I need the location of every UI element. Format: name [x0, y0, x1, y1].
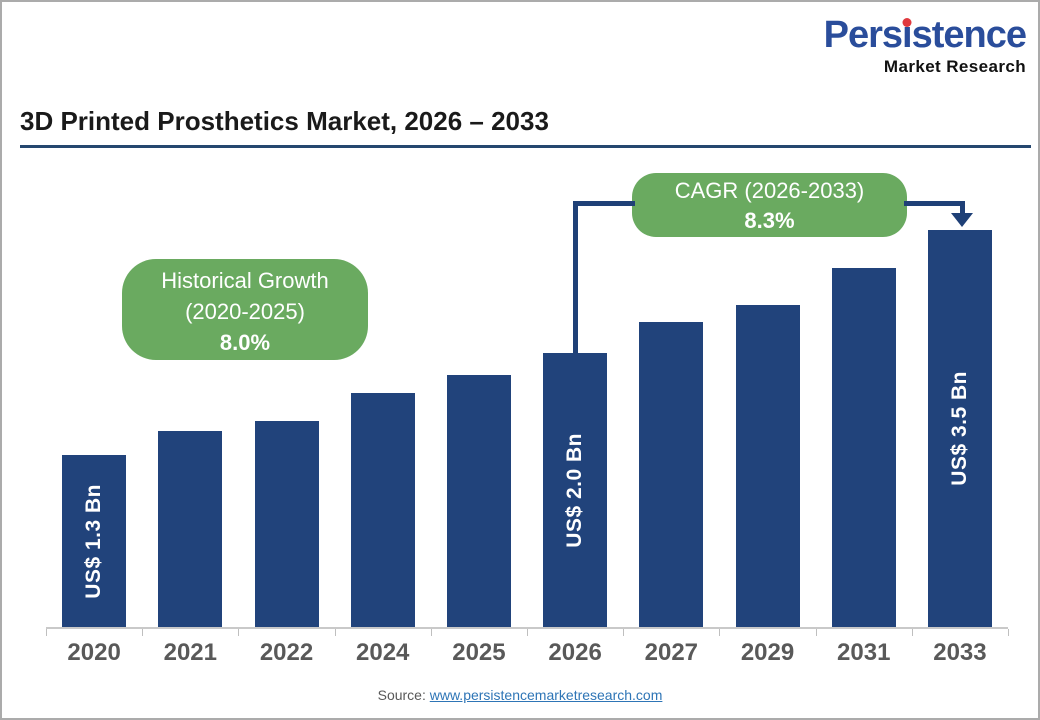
x-axis-labels: 2020 2021 2022 2024 2025 2026 2027 2029 2031 2033	[46, 639, 1008, 667]
cagr-connector-left-horizontal	[573, 201, 635, 206]
bar-slot-2033: US$ 3.5 Bn	[912, 230, 1008, 627]
x-axis-tick	[334, 629, 336, 636]
x-axis-label-2022: 2022	[259, 639, 314, 666]
x-axis-label-2025: 2025	[452, 639, 506, 666]
logo: Persı stence Market Research	[823, 14, 1027, 77]
bar-chart: US$ 1.3 Bn US$ 2.0 Bn US$ 3.5 Bn	[46, 182, 1008, 627]
x-axis-tick	[46, 629, 47, 636]
source-prefix: Source:	[377, 687, 426, 703]
bar-2033: US$ 3.5 Bn	[927, 230, 992, 627]
x-axis-label-2024: 2024	[356, 639, 410, 666]
bar-slot-2020: US$ 1.3 Bn	[46, 455, 142, 627]
cagr-arrow-down-icon	[951, 213, 973, 227]
bar-2025	[446, 375, 511, 627]
logo-subtitle: Market Research	[883, 56, 1026, 76]
x-axis-label-2026: 2026	[548, 639, 602, 666]
x-axis-label-2021: 2021	[163, 639, 217, 666]
x-axis-tick	[527, 629, 528, 636]
bar-2026: US$ 2.0 Bn	[543, 353, 608, 627]
bar-2022	[254, 421, 319, 627]
bar-slot-2024	[335, 393, 431, 627]
x-axis-tick	[719, 629, 721, 636]
historical-growth-value: 8.0%	[219, 330, 271, 355]
x-axis-tick	[911, 629, 913, 636]
x-axis-tick	[430, 629, 432, 636]
bar-slot-2026: US$ 2.0 Bn	[527, 353, 623, 627]
cagr-value: 8.3%	[744, 208, 795, 233]
historical-growth-callout: Historical Growth (2020-2025) 8.0%	[122, 259, 368, 360]
logo-red-dot-icon	[902, 18, 912, 27]
bar-slot-2029	[719, 305, 815, 627]
x-axis-tick	[623, 629, 625, 636]
x-axis-tick	[142, 629, 144, 636]
bar-2027	[639, 322, 704, 627]
bar-2024	[350, 393, 415, 627]
historical-growth-line2: (2020-2025)	[185, 299, 305, 324]
bar-slot-2022	[238, 421, 334, 627]
bar-value-label-2026: US$ 2.0 Bn	[563, 432, 587, 548]
historical-growth-line1: Historical Growth	[161, 268, 329, 293]
x-axis-tick	[238, 629, 240, 636]
bar-slot-2025	[431, 375, 527, 627]
x-axis-line	[46, 627, 1008, 629]
title-underline	[20, 145, 1031, 148]
x-axis-tick	[815, 629, 817, 636]
bar-slot-2021	[142, 431, 238, 627]
x-axis-label-2031: 2031	[837, 639, 891, 666]
source-link[interactable]: www.persistencemarketresearch.com	[429, 687, 663, 703]
cagr-connector-left-vertical	[573, 201, 578, 354]
page-title: 3D Printed Prosthetics Market, 2026 – 20…	[20, 106, 549, 136]
x-axis-label-2020: 2020	[67, 639, 121, 666]
cagr-connector-right-vertical	[960, 201, 965, 215]
bar-value-label-2033: US$ 3.5 Bn	[947, 371, 971, 486]
x-axis-tick	[1008, 629, 1009, 636]
cagr-line1: CAGR (2026-2033)	[674, 178, 865, 203]
bar-slot-2027	[623, 322, 719, 627]
source-line: Source: www.persistencemarketresearch.co…	[2, 687, 1038, 703]
bar-2020: US$ 1.3 Bn	[62, 455, 127, 627]
logo-brand: Persı stence	[823, 14, 1027, 56]
cagr-callout: CAGR (2026-2033) 8.3%	[632, 173, 907, 237]
bar-2021	[158, 431, 223, 627]
x-axis-label-2033: 2033	[933, 639, 987, 666]
bar-2029	[735, 305, 800, 627]
cagr-connector-right-horizontal	[904, 201, 965, 206]
bar-slot-2031	[816, 268, 912, 627]
x-axis-label-2027: 2027	[644, 639, 699, 666]
bar-value-label-2020: US$ 1.3 Bn	[82, 483, 106, 599]
bar-2031	[831, 268, 896, 627]
x-axis-label-2029: 2029	[740, 639, 795, 666]
